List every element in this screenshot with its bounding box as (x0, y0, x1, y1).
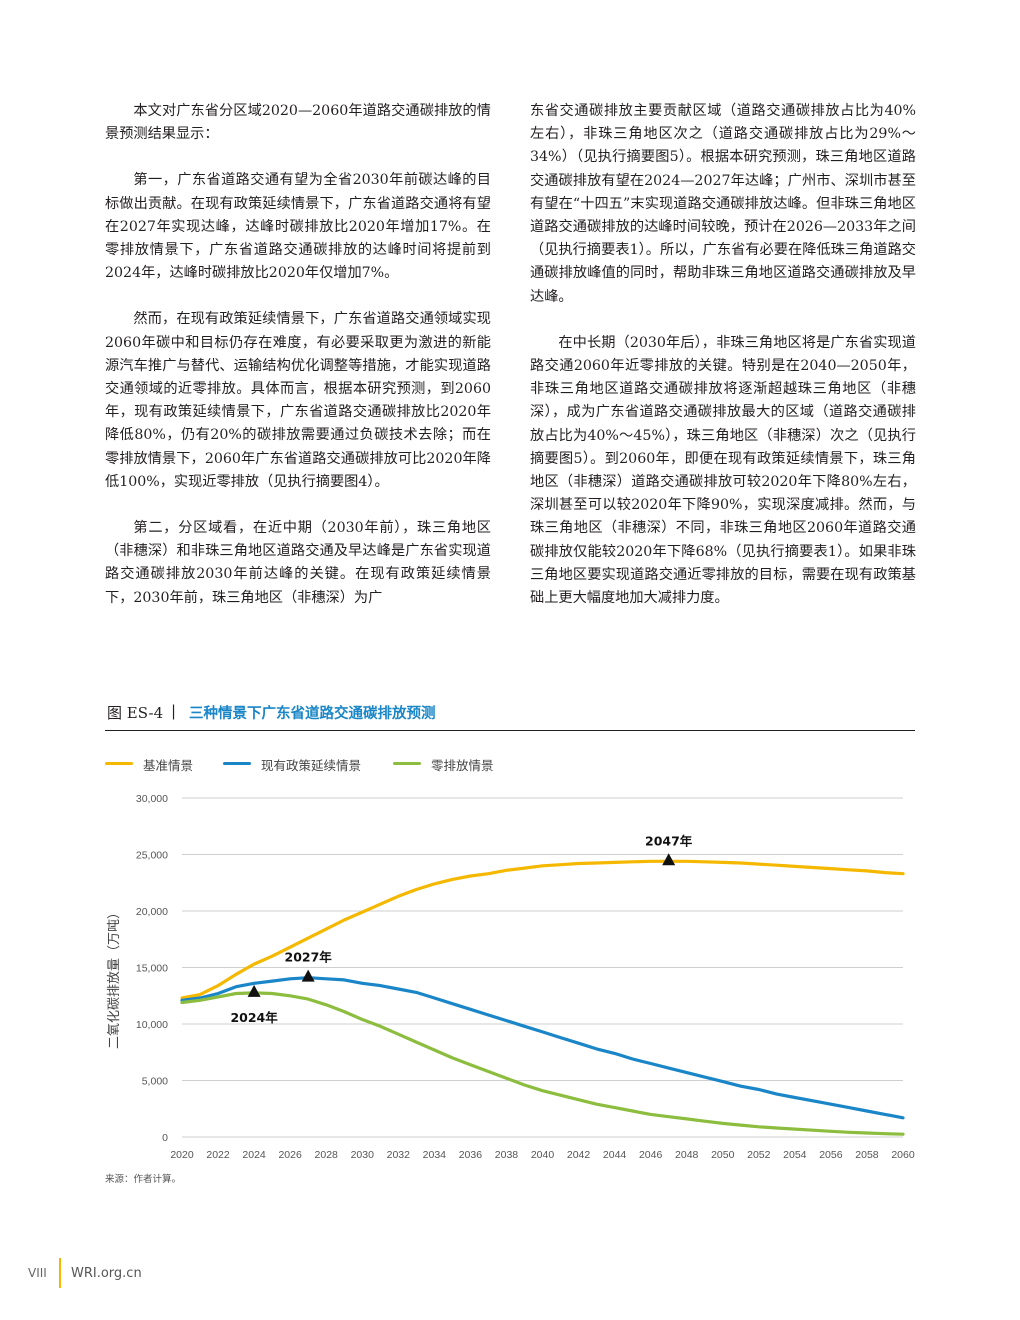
y-tick-label: 15,000 (136, 963, 168, 975)
legend-swatch (105, 762, 133, 765)
peak-marker (301, 969, 315, 982)
paragraph: 东省交通碳排放主要贡献区域（道路交通碳排放占比为40%左右），非珠三角地区次之（… (530, 103, 916, 305)
left-text-column: 本文对广东省分区域2020—2060年道路交通碳排放的情景预测结果显示： 第一，… (105, 100, 491, 633)
paragraph: 然而，在现有政策延续情景下，广东省道路交通领域实现2060年碳中和目标仍存在难度… (105, 311, 491, 490)
x-tick-label: 2036 (459, 1149, 483, 1161)
y-tick-label: 20,000 (136, 906, 168, 918)
x-tick-label: 2024 (242, 1149, 266, 1161)
paragraph: 第一，广东省道路交通有望为全省2030年前碳达峰的目标做出贡献。在现有政策延续情… (105, 172, 491, 282)
x-tick-label: 2028 (315, 1149, 339, 1161)
legend-label: 现有政策延续情景 (261, 758, 362, 773)
legend-label: 基准情景 (143, 758, 194, 773)
y-tick-label: 0 (162, 1132, 168, 1144)
x-tick-label: 2030 (351, 1149, 375, 1161)
figure-title: 三种情景下广东省道路交通碳排放预测 (189, 706, 436, 722)
x-tick-label: 2034 (423, 1149, 447, 1161)
right-text-column: 东省交通碳排放主要贡献区域（道路交通碳排放占比为40%左右），非珠三角地区次之（… (530, 100, 916, 633)
footer-divider (59, 1258, 61, 1288)
peak-marker (247, 984, 261, 997)
figure-source: 来源：作者计算。 (105, 1174, 182, 1185)
figure-separator: | (171, 702, 177, 720)
x-tick-label: 2048 (675, 1149, 699, 1161)
peak-marker (662, 853, 676, 866)
x-tick-label: 2026 (278, 1149, 302, 1161)
x-tick-label: 2032 (387, 1149, 411, 1161)
x-tick-label: 2056 (819, 1149, 843, 1161)
legend-swatch (223, 762, 251, 765)
series-line-2 (180, 991, 905, 1136)
y-tick-label: 25,000 (136, 850, 168, 862)
x-tick-label: 2050 (711, 1149, 735, 1161)
series-line-1 (180, 976, 905, 1120)
x-tick-label: 2060 (891, 1149, 915, 1161)
x-tick-label: 2042 (567, 1149, 591, 1161)
x-tick-label: 2040 (531, 1149, 555, 1161)
y-axis-label: 二氧化碳排放量（万吨） (107, 906, 122, 1049)
figure-header: 图 ES-4 | 三种情景下广东省道路交通碳排放预测 (105, 702, 915, 731)
x-tick-label: 2044 (603, 1149, 627, 1161)
peak-label: 2024年 (230, 1010, 278, 1025)
legend-swatch (393, 762, 421, 765)
footer-website: WRI.org.cn (71, 1266, 142, 1281)
x-tick-label: 2020 (170, 1149, 194, 1161)
x-tick-label: 2054 (783, 1149, 807, 1161)
y-tick-label: 30,000 (136, 793, 168, 805)
paragraph: 第二，分区域看，在近中期（2030年前），珠三角地区（非穗深）和非珠三角地区道路… (105, 520, 491, 606)
x-tick-label: 2046 (639, 1149, 663, 1161)
x-tick-label: 2058 (855, 1149, 879, 1161)
y-tick-label: 5,000 (142, 1076, 168, 1088)
x-tick-label: 2022 (206, 1149, 230, 1161)
paragraph: 本文对广东省分区域2020—2060年道路交通碳排放的情景预测结果显示： (105, 103, 491, 143)
x-tick-label: 2052 (747, 1149, 771, 1161)
series-line-0 (180, 859, 905, 1000)
x-tick-label: 2038 (495, 1149, 519, 1161)
peak-label: 2027年 (285, 950, 333, 965)
page-number: VIII (28, 1266, 47, 1280)
y-tick-label: 10,000 (136, 1019, 168, 1031)
figure-label: 图 ES-4 (107, 704, 164, 722)
peak-label: 2047年 (645, 833, 693, 848)
legend-label: 零排放情景 (431, 758, 494, 773)
paragraph: 在中长期（2030年后），非珠三角地区将是广东省实现道路交通2060年近零排放的… (530, 334, 916, 607)
